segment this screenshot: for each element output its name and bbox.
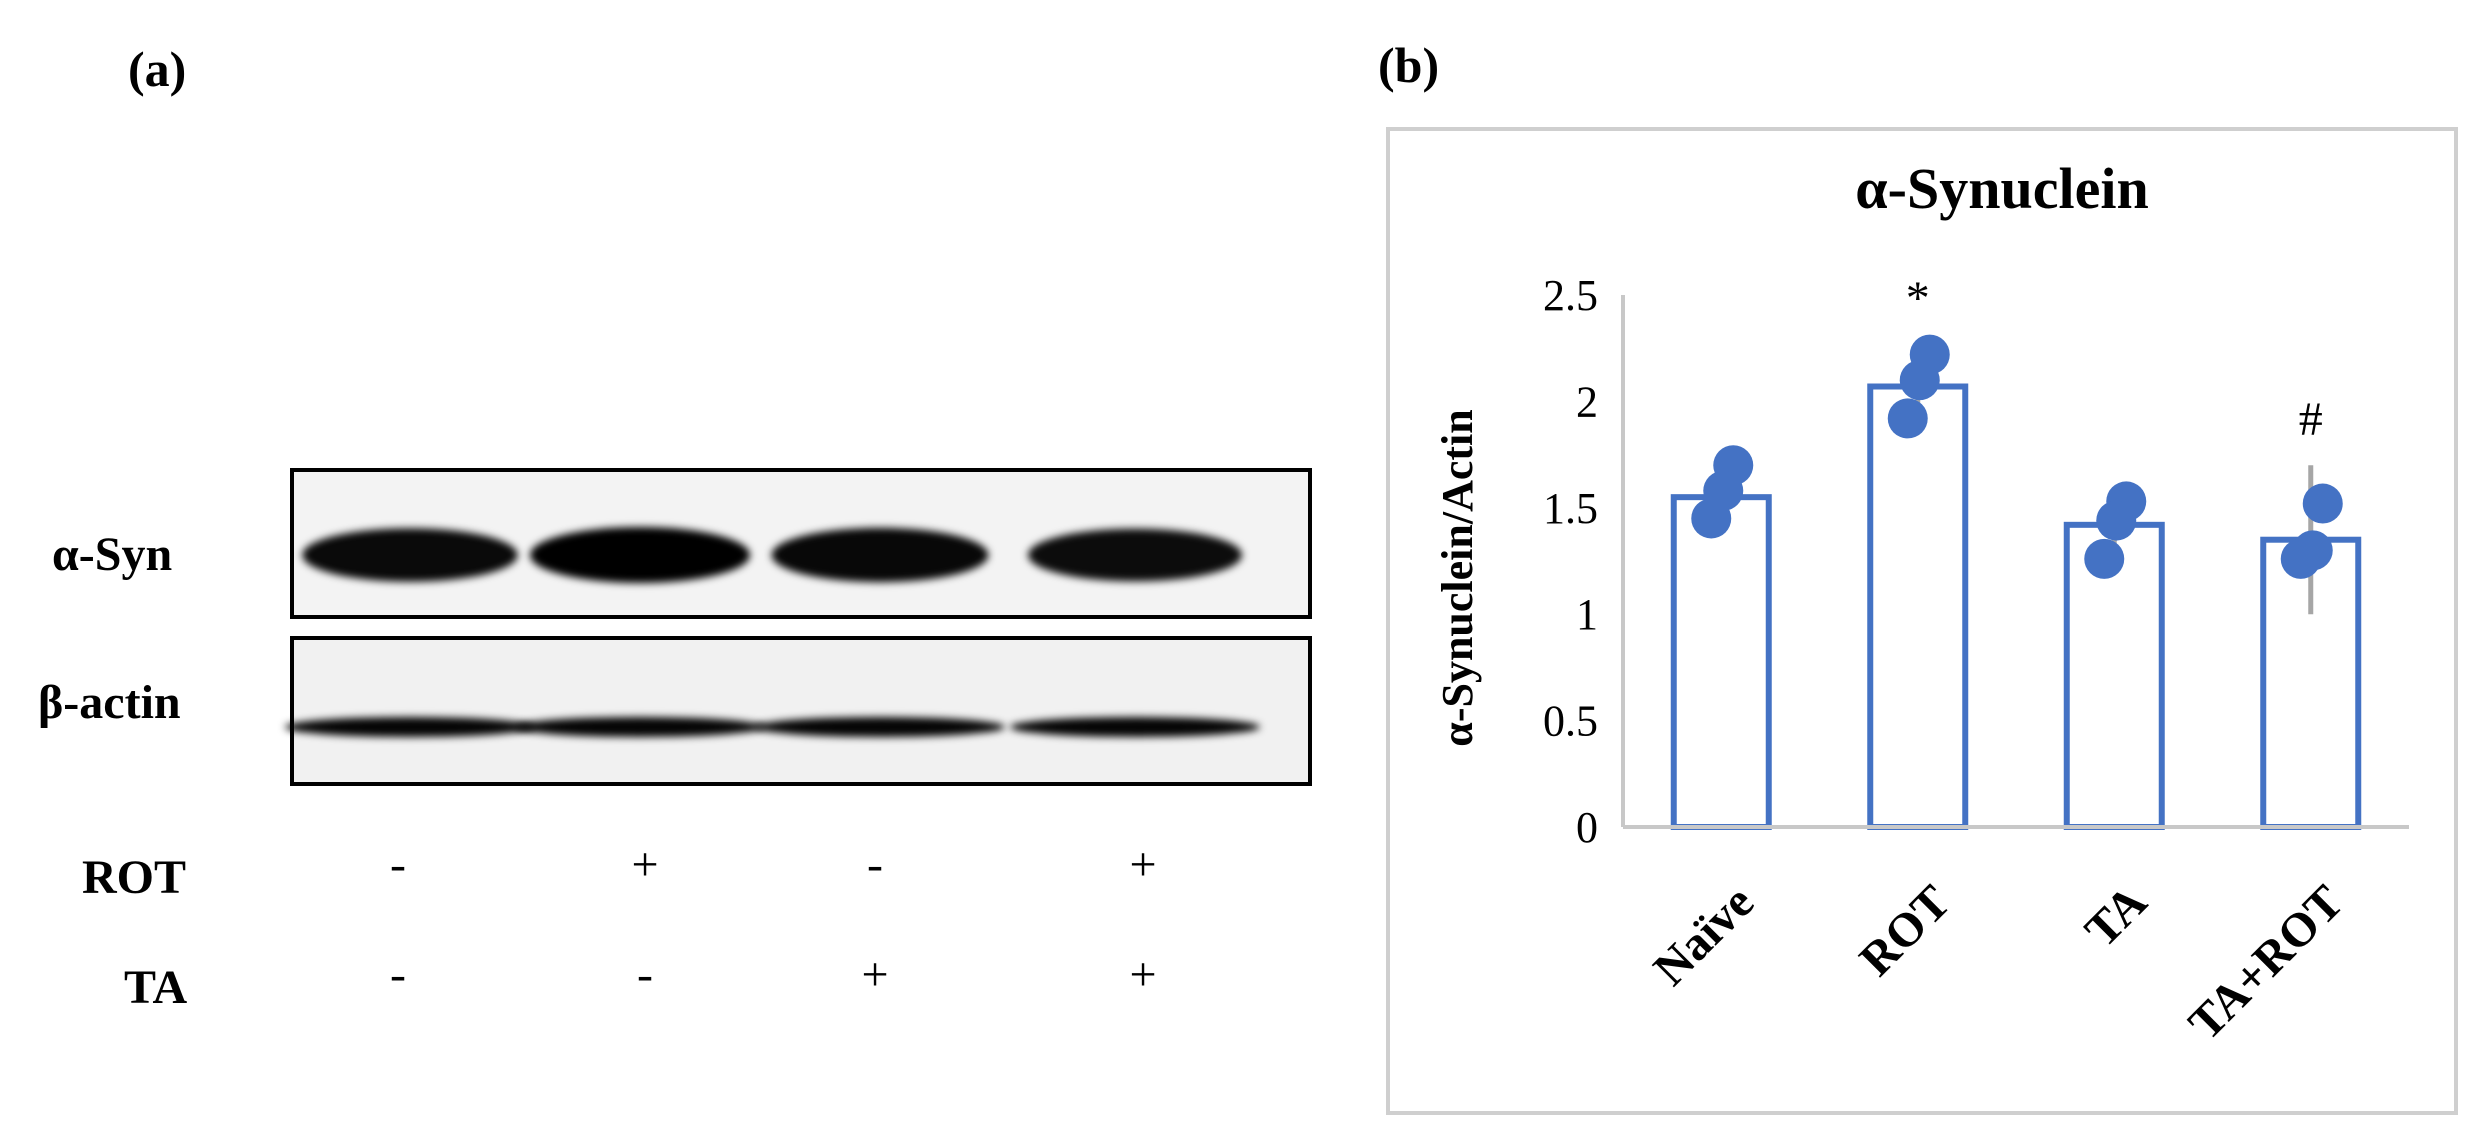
bar-1 <box>1867 383 1969 830</box>
syn-band <box>302 528 518 582</box>
bars <box>1670 383 2362 830</box>
syn-band <box>1028 528 1242 582</box>
data-points <box>1691 334 2343 579</box>
western-blot: α-Syn β-actin ROT TA - + - + - - + + <box>38 468 1312 1014</box>
y-tick-label: 1.5 <box>1543 484 1598 533</box>
actin-bands <box>285 717 1260 737</box>
syn-band <box>530 527 750 583</box>
treatment-sign: + <box>861 948 888 1001</box>
x-tick-label: ROT <box>1850 875 1961 986</box>
syn-bands <box>302 527 1242 583</box>
significance-mark: * <box>1906 272 1930 325</box>
chart-frame <box>1386 127 2458 1115</box>
treatment-sign: - <box>867 838 883 891</box>
rot-label: ROT <box>82 851 186 904</box>
chart-title: α-Synuclein <box>1855 156 2148 221</box>
treatment-sign: - <box>390 948 406 1001</box>
panel-b-label: (b) <box>1378 37 1440 93</box>
x-tick-label: Naïve <box>1644 875 1764 995</box>
actin-blot-frame <box>290 636 1312 786</box>
data-point <box>1899 360 1940 401</box>
y-axis-label: α-Synuclein/Actin <box>1433 409 1482 746</box>
y-tick-label: 0 <box>1576 803 1598 852</box>
y-tick-label: 2 <box>1576 377 1598 426</box>
treatment-sign: - <box>390 838 406 891</box>
y-tick-label: 1 <box>1576 590 1598 639</box>
y-ticks: 0 0.5 1 1.5 2 2.5 <box>1543 271 1598 852</box>
treatment-sign: + <box>631 838 658 891</box>
error-bars <box>1718 343 2314 615</box>
data-point <box>2302 483 2343 524</box>
actin-row-label: β-actin <box>38 676 181 729</box>
ta-signs: - - + + <box>390 948 1157 1001</box>
significance-mark: # <box>2299 393 2323 446</box>
data-point <box>2096 500 2137 541</box>
data-point <box>1703 470 1744 511</box>
data-point <box>2292 530 2333 571</box>
syn-row-label: α-Syn <box>52 528 172 581</box>
actin-band <box>1010 717 1260 737</box>
annotations: *# <box>1906 272 2323 446</box>
rot-signs: - + - + <box>390 838 1157 891</box>
actin-band <box>755 717 1005 737</box>
bar-0 <box>1670 494 1772 830</box>
treatment-sign: + <box>1129 948 1156 1001</box>
x-tick-label: TA+ROT <box>2179 875 2354 1050</box>
data-point <box>1887 398 1928 439</box>
treatment-sign: - <box>637 948 653 1001</box>
x-labels: Naïve ROT TA TA+ROT <box>1644 875 2354 1050</box>
y-tick-label: 0.5 <box>1543 697 1598 746</box>
data-point <box>2084 538 2125 579</box>
x-tick-label: TA <box>2075 875 2157 957</box>
syn-band <box>771 527 989 583</box>
ta-label: TA <box>124 961 187 1014</box>
panel-a-label: (a) <box>128 41 187 97</box>
actin-band <box>515 717 765 737</box>
y-tick-label: 2.5 <box>1543 271 1598 320</box>
actin-band <box>285 717 535 737</box>
treatment-sign: + <box>1129 838 1156 891</box>
